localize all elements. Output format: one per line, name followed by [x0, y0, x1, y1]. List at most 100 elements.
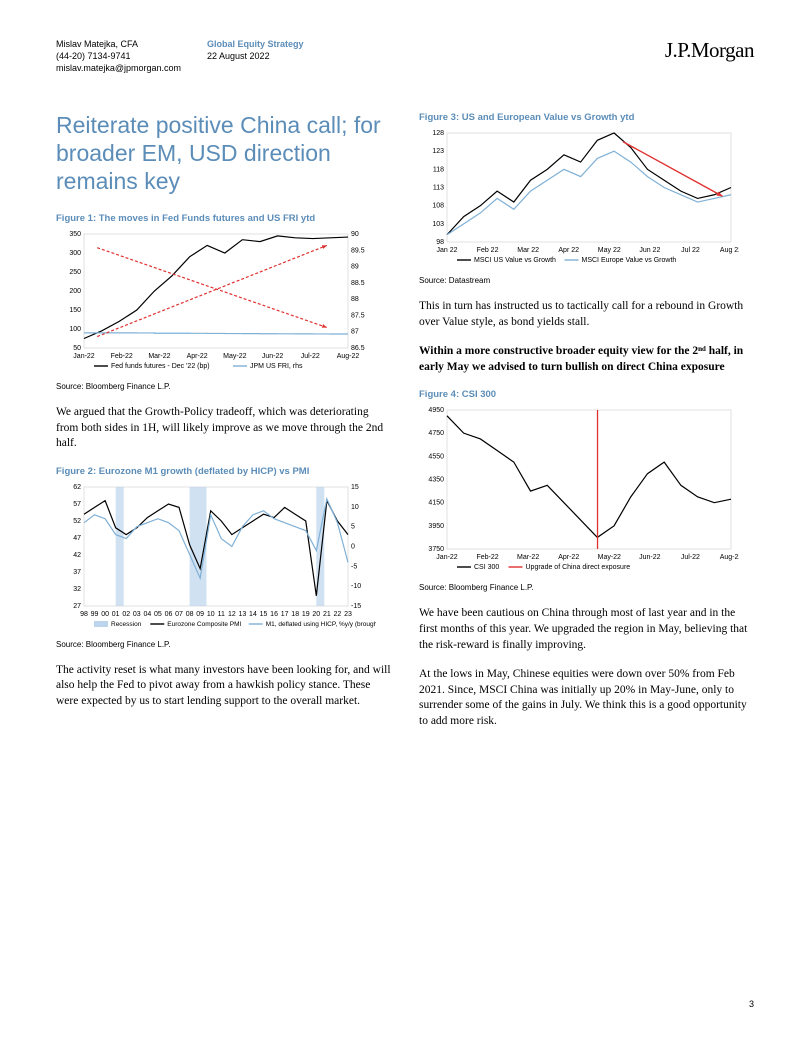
- svg-text:99: 99: [91, 611, 99, 618]
- svg-text:Upgrade of China direct exposu: Upgrade of China direct exposure: [526, 564, 631, 571]
- figure3-title: Figure 3: US and European Value vs Growt…: [419, 112, 754, 123]
- svg-text:Jan-22: Jan-22: [73, 353, 95, 360]
- svg-text:87.5: 87.5: [351, 313, 365, 320]
- svg-text:37: 37: [73, 569, 81, 576]
- svg-text:00: 00: [101, 611, 109, 618]
- svg-text:Mar 22: Mar 22: [517, 247, 539, 254]
- figure2-chart: 2732374247525762-15-10-50510159899000102…: [56, 481, 391, 636]
- svg-text:88: 88: [351, 296, 359, 303]
- svg-text:Apr-22: Apr-22: [187, 353, 208, 360]
- svg-text:12: 12: [228, 611, 236, 618]
- svg-text:04: 04: [143, 611, 151, 618]
- svg-text:13: 13: [239, 611, 247, 618]
- svg-text:MSCI US Value vs Growth: MSCI US Value vs Growth: [474, 257, 556, 264]
- svg-text:89: 89: [351, 264, 359, 271]
- svg-text:19: 19: [302, 611, 310, 618]
- svg-text:06: 06: [165, 611, 173, 618]
- svg-text:350: 350: [69, 231, 81, 238]
- svg-text:100: 100: [69, 326, 81, 333]
- svg-text:16: 16: [270, 611, 278, 618]
- svg-text:3750: 3750: [428, 546, 444, 553]
- svg-text:Jun 22: Jun 22: [639, 247, 660, 254]
- svg-text:52: 52: [73, 518, 81, 525]
- svg-text:Jun-22: Jun-22: [639, 554, 661, 561]
- right-paragraph-bold: Within a more constructive broader equit…: [419, 344, 754, 375]
- svg-text:Aug-22: Aug-22: [337, 353, 360, 360]
- report-date: 22 August 2022: [207, 50, 665, 62]
- svg-text:4750: 4750: [428, 431, 444, 438]
- svg-text:-10: -10: [351, 583, 361, 590]
- svg-text:86.5: 86.5: [351, 345, 365, 352]
- left-paragraph-1: We argued that the Growth-Policy tradeof…: [56, 405, 391, 452]
- svg-text:Fed funds futures - Dec '22 (b: Fed funds futures - Dec '22 (bp): [111, 363, 210, 370]
- svg-text:Aug-22: Aug-22: [720, 554, 739, 561]
- svg-text:103: 103: [432, 221, 444, 228]
- svg-text:42: 42: [73, 552, 81, 559]
- author-name: Mislav Matejka, CFA: [56, 38, 181, 50]
- svg-text:10: 10: [351, 504, 359, 511]
- svg-text:87: 87: [351, 329, 359, 336]
- figure1-source: Source: Bloomberg Finance L.P.: [56, 382, 391, 391]
- svg-text:Apr 22: Apr 22: [558, 247, 579, 254]
- figure4-source: Source: Bloomberg Finance L.P.: [419, 583, 754, 592]
- svg-text:21: 21: [323, 611, 331, 618]
- svg-text:May 22: May 22: [598, 247, 621, 254]
- svg-text:Jul-22: Jul-22: [301, 353, 320, 360]
- svg-text:03: 03: [133, 611, 141, 618]
- svg-text:300: 300: [69, 250, 81, 257]
- figure3-chart: 98 103 108 113 118 123 128 Jan 22 Feb 22 Mar 22 Ap…: [419, 127, 754, 272]
- svg-text:98: 98: [436, 239, 444, 246]
- svg-text:Jul 22: Jul 22: [681, 247, 700, 254]
- figure4-title: Figure 4: CSI 300: [419, 389, 754, 400]
- svg-text:123: 123: [432, 149, 444, 156]
- svg-text:08: 08: [186, 611, 194, 618]
- page-title: Reiterate positive China call; for broad…: [56, 112, 391, 195]
- svg-text:Jan-22: Jan-22: [436, 554, 458, 561]
- svg-text:M1, deflated using HICP, %y/y: M1, deflated using HICP, %y/y (brought f…: [266, 621, 376, 628]
- svg-text:Eurozone Composite PMI: Eurozone Composite PMI: [167, 621, 241, 628]
- svg-text:Feb 22: Feb 22: [477, 247, 499, 254]
- svg-text:01: 01: [112, 611, 120, 618]
- svg-text:4550: 4550: [428, 454, 444, 461]
- svg-text:JPM US FRI, rhs: JPM US FRI, rhs: [250, 363, 303, 370]
- svg-text:50: 50: [73, 345, 81, 352]
- svg-text:-15: -15: [351, 603, 361, 610]
- svg-text:108: 108: [432, 203, 444, 210]
- svg-text:May-22: May-22: [598, 554, 621, 561]
- svg-text:32: 32: [73, 586, 81, 593]
- svg-text:10: 10: [207, 611, 215, 618]
- figure4-chart: 3750395041504350455047504950Jan-22Feb-22…: [419, 404, 754, 579]
- svg-text:Feb-22: Feb-22: [476, 554, 498, 561]
- svg-text:118: 118: [433, 167, 444, 174]
- svg-text:150: 150: [69, 307, 81, 314]
- svg-text:09: 09: [196, 611, 204, 618]
- right-column: Figure 3: US and European Value vs Growt…: [419, 112, 754, 743]
- svg-text:MSCI Europe Value vs Growth: MSCI Europe Value vs Growth: [582, 257, 677, 264]
- author-block: Mislav Matejka, CFA (44-20) 7134-9741 mi…: [56, 38, 181, 74]
- svg-text:02: 02: [122, 611, 130, 618]
- figure2-source: Source: Bloomberg Finance L.P.: [56, 640, 391, 649]
- author-email: mislav.matejka@jpmorgan.com: [56, 62, 181, 74]
- author-phone: (44-20) 7134-9741: [56, 50, 181, 62]
- figure2-title: Figure 2: Eurozone M1 growth (deflated b…: [56, 466, 391, 477]
- svg-text:Jul-22: Jul-22: [681, 554, 700, 561]
- svg-text:Mar-22: Mar-22: [148, 353, 170, 360]
- page-number: 3: [749, 999, 754, 1009]
- svg-text:62: 62: [73, 484, 81, 491]
- svg-text:88.5: 88.5: [351, 280, 365, 287]
- jpm-logo: J.P.Morgan: [665, 38, 754, 63]
- svg-text:15: 15: [260, 611, 268, 618]
- svg-text:18: 18: [291, 611, 299, 618]
- svg-text:15: 15: [351, 484, 359, 491]
- svg-text:Apr-22: Apr-22: [558, 554, 579, 561]
- svg-text:128: 128: [432, 130, 444, 137]
- svg-text:07: 07: [175, 611, 183, 618]
- svg-text:-5: -5: [351, 563, 357, 570]
- left-column: Reiterate positive China call; for broad…: [56, 112, 391, 743]
- svg-text:113: 113: [433, 185, 444, 192]
- svg-text:4350: 4350: [428, 477, 444, 484]
- svg-text:Jan 22: Jan 22: [436, 247, 457, 254]
- svg-text:CSI 300: CSI 300: [474, 564, 499, 571]
- svg-text:250: 250: [69, 269, 81, 276]
- svg-text:90: 90: [351, 231, 359, 238]
